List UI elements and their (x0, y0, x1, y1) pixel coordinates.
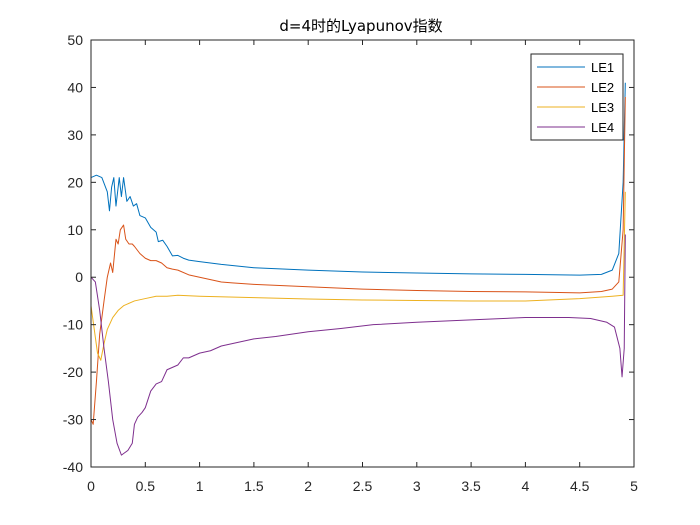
x-tick-label: 4.5 (570, 478, 590, 494)
legend-item-le4[interactable]: LE4 (537, 120, 614, 135)
y-tick-label: 30 (67, 127, 83, 143)
legend-label: LE4 (591, 120, 614, 135)
x-tick-label: 3.5 (461, 478, 481, 494)
y-axis: -40 -30 -20 -10 0 10 20 30 40 50 (63, 32, 634, 475)
x-tick-label: 2 (304, 478, 312, 494)
y-tick-label: -40 (63, 459, 83, 475)
y-tick-label: 20 (67, 174, 83, 190)
x-tick-label: 3 (413, 478, 421, 494)
x-tick-label: 2.5 (353, 478, 373, 494)
legend-item-le2[interactable]: LE2 (537, 80, 614, 95)
legend-item-le1[interactable]: LE1 (537, 60, 614, 75)
x-tick-label: 5 (630, 478, 638, 494)
legend-label: LE2 (591, 80, 614, 95)
y-tick-label: 50 (67, 32, 83, 48)
y-tick-label: -10 (63, 317, 83, 333)
x-tick-label: 4 (522, 478, 530, 494)
series-line-le3 (90, 191, 626, 361)
chart-title: d=4时的Lyapunov指数 (279, 17, 442, 35)
legend[interactable]: LE1 LE2 LE3 LE4 (530, 53, 624, 141)
y-tick-label: -20 (63, 364, 83, 380)
x-tick-label: 1 (196, 478, 204, 494)
series-line-le4 (90, 234, 626, 456)
series-layer (90, 82, 626, 456)
legend-item-le3[interactable]: LE3 (537, 100, 614, 115)
series-line-le1 (90, 82, 626, 276)
series-line-le2 (90, 96, 626, 425)
legend-label: LE1 (591, 60, 614, 75)
x-tick-label: 1.5 (244, 478, 264, 494)
y-tick-label: 40 (67, 79, 83, 95)
x-tick-label: 0 (87, 478, 95, 494)
x-tick-label: 0.5 (136, 478, 156, 494)
x-axis: 0 0.5 1 1.5 2 2.5 3 3.5 4 4.5 5 (87, 40, 638, 494)
legend-box (530, 53, 624, 141)
legend-label: LE3 (591, 100, 614, 115)
y-tick-label: 0 (75, 269, 83, 285)
y-tick-label: -30 (63, 412, 83, 428)
y-tick-label: 10 (67, 222, 83, 238)
